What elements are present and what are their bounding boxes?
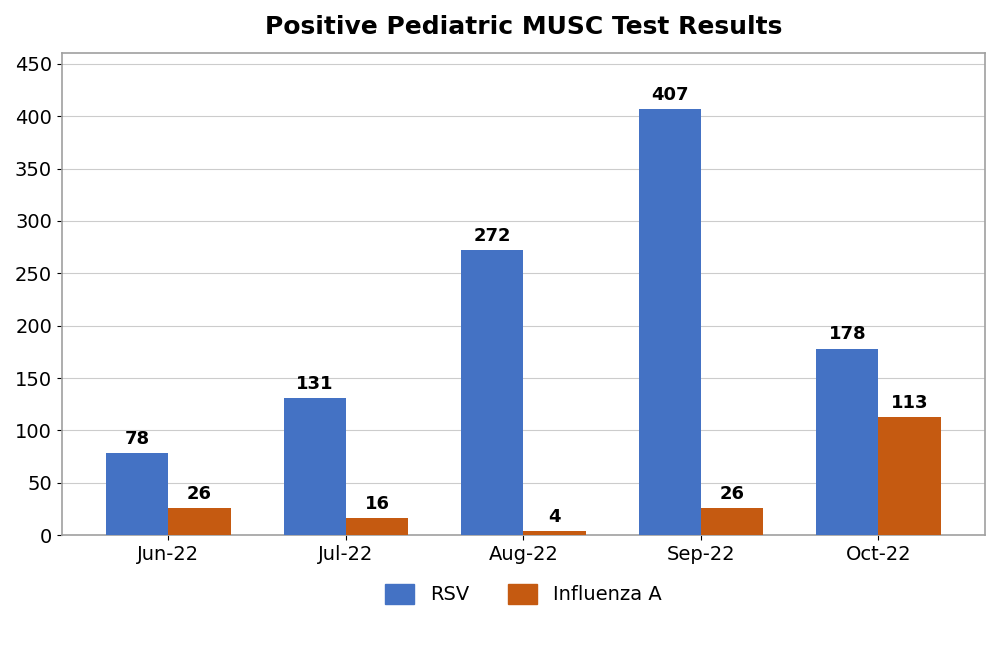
Text: 113: 113 bbox=[891, 394, 928, 412]
Bar bbox=[816, 349, 878, 535]
Text: 26: 26 bbox=[720, 485, 745, 503]
Bar bbox=[461, 250, 523, 535]
Text: 178: 178 bbox=[829, 326, 866, 344]
Bar bbox=[284, 398, 346, 535]
Text: 26: 26 bbox=[187, 485, 212, 503]
Bar bbox=[701, 508, 763, 535]
Text: 131: 131 bbox=[296, 375, 334, 393]
Title: Positive Pediatric MUSC Test Results: Positive Pediatric MUSC Test Results bbox=[265, 15, 782, 39]
Text: 272: 272 bbox=[474, 227, 511, 245]
Bar bbox=[106, 454, 168, 535]
Legend: RSV, Influenza A: RSV, Influenza A bbox=[377, 576, 669, 612]
Text: 407: 407 bbox=[651, 86, 689, 104]
Bar bbox=[523, 531, 586, 535]
Bar bbox=[168, 508, 231, 535]
Bar bbox=[639, 109, 701, 535]
Text: 78: 78 bbox=[125, 430, 150, 448]
Text: 4: 4 bbox=[548, 507, 561, 525]
Text: 16: 16 bbox=[364, 495, 389, 513]
Bar bbox=[346, 518, 408, 535]
Bar bbox=[878, 417, 941, 535]
